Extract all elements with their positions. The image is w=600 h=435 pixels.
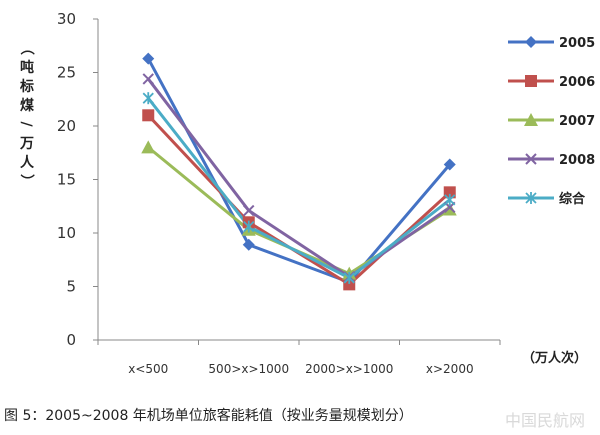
y-tick-label: 30	[57, 10, 76, 28]
y-axis-label-glyph: （	[18, 41, 34, 55]
data-point-综合	[243, 220, 255, 233]
axes	[93, 18, 501, 345]
x-axis-unit: （万人次）	[522, 350, 587, 366]
data-point-2007	[141, 140, 156, 154]
y-axis-label-glyph: 标	[19, 78, 34, 95]
legend-swatch-marker	[525, 75, 537, 87]
y-tick-label: 0	[66, 331, 76, 349]
legend-label: 2006	[559, 75, 595, 90]
legend-item: 2008	[508, 153, 595, 168]
data-point-综合	[142, 92, 154, 105]
legend-item: 2006	[508, 75, 595, 90]
legend-swatch-marker	[525, 36, 537, 48]
x-category-label: 2000>x>1000	[305, 362, 393, 376]
legend-label: 2008	[559, 153, 595, 168]
legend-label: 综合	[559, 191, 586, 207]
data-point-2005	[443, 158, 456, 171]
y-axis-label: （ 吨标煤 / 万人 ）	[18, 41, 35, 188]
figure-caption: 图 5：2005~2008 年机场单位旅客能耗值（按业务量规模划分）	[4, 408, 413, 424]
series-lines	[146, 57, 451, 286]
legend-label: 2007	[559, 114, 595, 129]
y-axis-label-glyph: 万	[19, 136, 34, 152]
y-tick-label: 5	[66, 278, 76, 296]
y-axis-label-glyph: 人	[20, 154, 35, 171]
y-tick-label: 20	[57, 117, 76, 135]
series-markers	[141, 52, 457, 291]
legend-swatch-marker	[525, 153, 537, 165]
x-category-labels: x<500 500>x>1000 2000>x>1000 x>2000	[128, 362, 473, 376]
legend-item: 2005	[508, 36, 595, 51]
y-axis-label-glyph: 煤	[20, 97, 35, 114]
legend-item: 综合	[508, 191, 586, 207]
y-tick-labels: 0 5 10 15 20 25 30	[57, 10, 76, 349]
data-point-2006	[142, 109, 155, 122]
series-line-2005	[146, 57, 451, 284]
data-point-2005	[242, 238, 255, 251]
watermark: 中国民航网	[505, 411, 586, 430]
data-point-2005	[142, 52, 155, 65]
y-axis-label-glyph: ）	[18, 174, 34, 188]
y-tick-label: 15	[57, 171, 76, 189]
data-point-综合	[444, 193, 456, 206]
data-point-综合	[343, 271, 355, 284]
x-category-label: x>2000	[426, 362, 474, 376]
x-category-label: 500>x>1000	[208, 362, 289, 376]
y-tick-label: 25	[57, 64, 76, 82]
legend-swatch-marker	[524, 113, 538, 126]
data-point-2008	[142, 73, 154, 85]
data-point-2008	[243, 204, 255, 217]
x-category-label: x<500	[128, 362, 168, 376]
legend-item: 2007	[508, 113, 595, 129]
legend: 2005 2006 2007 2008 综合	[508, 36, 595, 207]
legend-swatch-marker	[525, 192, 537, 204]
y-tick-label: 10	[57, 224, 76, 242]
y-axis-label-glyph: 吨	[20, 59, 34, 76]
data-point-2006	[443, 186, 456, 199]
y-axis-label-glyph: /	[18, 121, 34, 127]
series-line-2008	[147, 78, 451, 279]
series-line-综合	[147, 97, 451, 280]
legend-label: 2005	[559, 36, 595, 51]
